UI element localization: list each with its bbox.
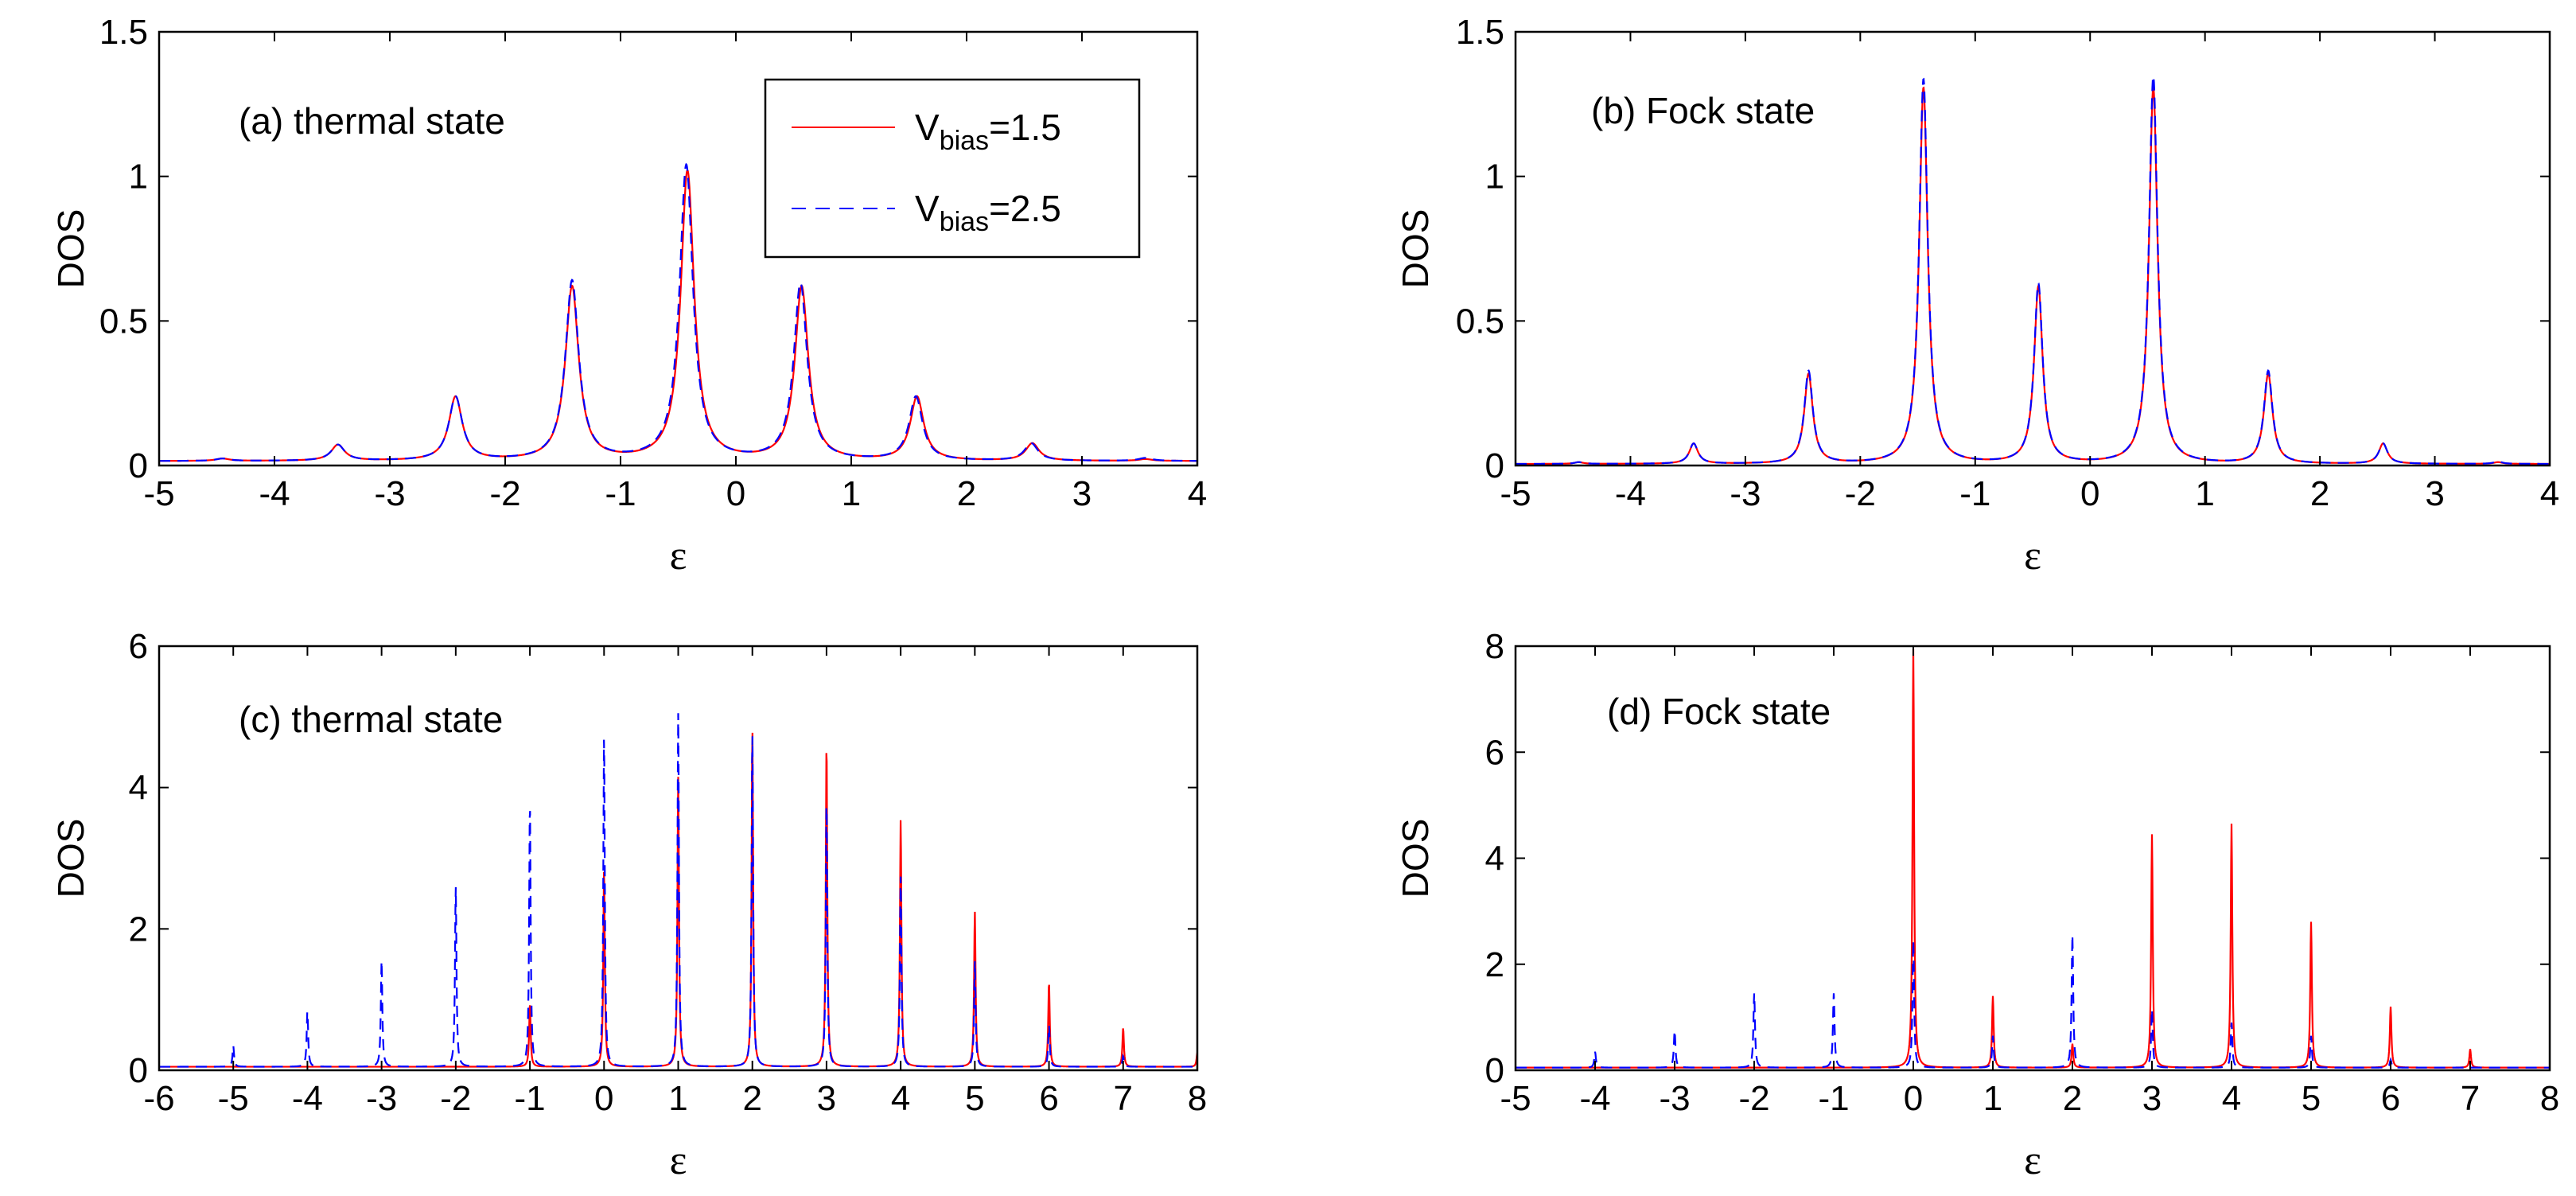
x-tick-label: 3 [2425, 474, 2444, 513]
x-tick-label: 2 [2310, 474, 2329, 513]
x-tick-label: -3 [366, 1079, 397, 1118]
x-tick-label: 7 [2461, 1079, 2480, 1118]
series-line-d-2 [1516, 935, 2550, 1069]
x-tick-label: 6 [2381, 1079, 2400, 1118]
chart-panel-d: -5 -4 -3 -2 -1 0 1 2 3 4 5 6 7 8 0 2 4 6 8 ε DOS (d) Fock sta… [1395, 627, 2559, 1183]
legend-box [764, 78, 1141, 259]
y-axis-label-a: DOS [50, 209, 91, 289]
x-tick-label: -1 [515, 1079, 546, 1118]
x-tick-label: -4 [292, 1079, 323, 1118]
y-tick-label: 2 [1485, 945, 1504, 984]
x-tick-label: 3 [2142, 1079, 2162, 1118]
x-tick-label: -1 [605, 474, 636, 513]
legend-label-vbias-2.5: Vbias=2.5 [915, 188, 1061, 237]
x-tick-label: -2 [489, 474, 520, 513]
x-tick-label: 0 [594, 1079, 613, 1118]
chart-panel-b: -5 -4 -3 -2 -1 0 1 2 3 4 0 0.5 1 1.5 ε DOS (b) Fock stat… [1395, 13, 2559, 579]
x-tick-label: -2 [1738, 1079, 1769, 1118]
axes-box-b [1514, 30, 2551, 467]
x-tick-label: -5 [1500, 474, 1531, 513]
series-line-c-2 [159, 713, 1197, 1068]
y-axis-label-c: DOS [50, 819, 91, 898]
x-tick-label: 2 [957, 474, 976, 513]
axes-box-a [158, 30, 1199, 467]
x-tick-label: 2 [2063, 1079, 2082, 1118]
x-tick-label: 4 [891, 1079, 910, 1118]
x-tick-label: 4 [2222, 1079, 2241, 1118]
y-tick-label: 0 [1485, 446, 1504, 485]
series-line-a-2 [159, 162, 1197, 462]
y-tick-label: 1.5 [1456, 13, 1504, 52]
x-tick-label: 1 [1983, 1079, 2002, 1118]
x-tick-label: 8 [2540, 1079, 2559, 1118]
chart-panel-c: -6 -5 -4 -3 -2 -1 0 1 2 3 4 5 6 7 8 0 2 4 6 ε DOS (c) thermal… [50, 627, 1207, 1183]
x-tick-label: -2 [1845, 474, 1876, 513]
y-tick-label: 0 [129, 446, 148, 485]
y-axis-label-b: DOS [1395, 209, 1436, 289]
x-tick-label: 1 [2195, 474, 2214, 513]
x-tick-label: 7 [1114, 1079, 1133, 1118]
x-tick-label: -1 [1959, 474, 1990, 513]
y-tick-label: 1 [129, 158, 148, 197]
y-tick-label: 4 [129, 769, 148, 808]
x-tick-label: 2 [742, 1079, 761, 1118]
x-axis-label-d: ε [2024, 1138, 2041, 1183]
x-tick-label: 3 [1072, 474, 1091, 513]
x-tick-label: -5 [1500, 1079, 1531, 1118]
legend-label-vbias-1.5: Vbias=1.5 [915, 107, 1061, 156]
x-axis-label-a: ε [670, 533, 687, 579]
x-tick-label: 8 [1188, 1079, 1207, 1118]
x-tick-label: -6 [143, 1079, 174, 1118]
y-tick-label: 8 [1485, 627, 1504, 666]
x-tick-label: 3 [817, 1079, 836, 1118]
x-tick-label: -5 [218, 1079, 249, 1118]
y-tick-label: 1 [1485, 158, 1504, 197]
y-axis-label-d: DOS [1395, 819, 1436, 898]
panel-title-d: (d) Fock state [1607, 691, 1831, 732]
x-tick-label: -1 [1818, 1079, 1849, 1118]
panel-title-b: (b) Fock state [1591, 90, 1815, 131]
x-axis-label-b: ε [2024, 533, 2041, 579]
x-tick-label: 0 [1904, 1079, 1923, 1118]
y-tick-label: 6 [1485, 733, 1504, 772]
x-tick-label: -3 [1730, 474, 1761, 513]
x-tick-label: 5 [965, 1079, 984, 1118]
x-tick-label: 1 [668, 1079, 687, 1118]
x-tick-label: -3 [374, 474, 405, 513]
x-tick-label: 4 [1188, 474, 1207, 513]
y-tick-label: 1.5 [99, 13, 148, 52]
x-tick-label: 1 [842, 474, 861, 513]
x-tick-label: 6 [1039, 1079, 1058, 1118]
y-tick-label: 0 [129, 1051, 148, 1090]
x-tick-label: 4 [2540, 474, 2559, 513]
x-tick-label: -2 [440, 1079, 471, 1118]
y-tick-label: 6 [129, 627, 148, 666]
y-tick-label: 2 [129, 910, 148, 949]
x-tick-label: -4 [1615, 474, 1646, 513]
series-line-b-2 [1516, 72, 2551, 466]
panel-title-c: (c) thermal state [239, 699, 503, 740]
x-axis-label-c: ε [670, 1138, 687, 1183]
x-tick-label: -5 [143, 474, 174, 513]
x-tick-label: 0 [2080, 474, 2099, 513]
y-tick-label: 0 [1485, 1051, 1504, 1090]
chart-panel-a: -5 -4 -3 -2 -1 0 1 2 3 4 0 0.5 1 1.5 ε DOS (a) thermal s… [50, 13, 1207, 579]
x-tick-label: 0 [726, 474, 745, 513]
x-tick-label: -3 [1659, 1079, 1690, 1118]
y-tick-label: 4 [1485, 840, 1504, 878]
series-line-c-1 [159, 732, 1199, 1068]
x-tick-label: 5 [2302, 1079, 2321, 1118]
panel-title-a: (a) thermal state [239, 100, 505, 142]
legend: Vbias=1.5 Vbias=2.5 [764, 78, 1141, 259]
y-tick-label: 0.5 [1456, 302, 1504, 341]
y-tick-label: 0.5 [99, 302, 148, 341]
x-tick-label: -4 [1579, 1079, 1610, 1118]
x-tick-label: -4 [259, 474, 290, 513]
